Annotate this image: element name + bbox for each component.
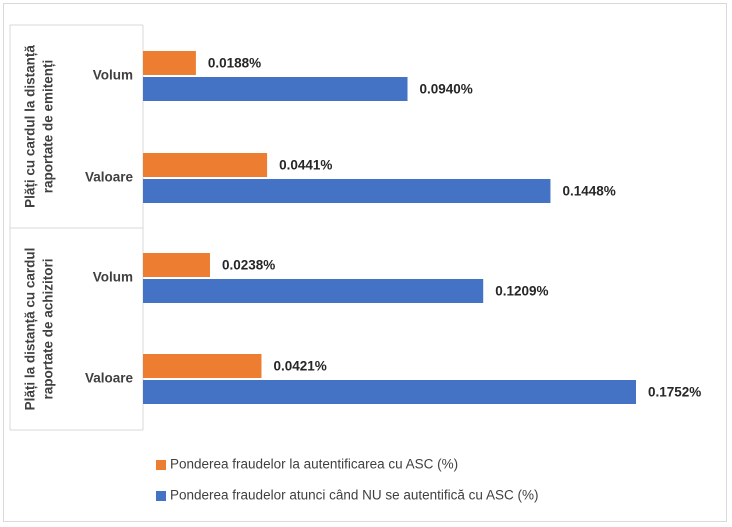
bar-chart: Plăți cu cardul la distanță raportate de … — [9, 24, 701, 503]
legend-label: Ponderea fraudelor atunci când NU se aut… — [170, 488, 538, 503]
bar-no-asc — [143, 380, 636, 404]
legend-label: Ponderea fraudelor la autentificarea cu … — [170, 457, 458, 472]
legend-swatch — [156, 460, 166, 470]
bar-no-asc — [143, 279, 484, 303]
data-label: 0.1448% — [562, 184, 615, 199]
category-label: Volum — [93, 270, 133, 285]
category-label: Volum — [93, 68, 133, 83]
legend-swatch — [156, 491, 166, 501]
data-label: 0.0188% — [208, 56, 261, 71]
group-label-line: Plăți cu cardul la distanță — [23, 45, 38, 208]
bar-asc — [143, 153, 268, 177]
data-label: 0.1209% — [495, 284, 548, 299]
bar-no-asc — [143, 77, 408, 101]
data-label: 0.0940% — [420, 82, 473, 97]
group-label-line: raportate de emitenți — [41, 60, 56, 194]
data-label: 0.0421% — [273, 359, 326, 374]
group-label-line: Plăți la distanță cu cardul — [23, 248, 38, 411]
bar-asc — [143, 354, 262, 378]
bar-asc — [143, 253, 210, 277]
bar-no-asc — [143, 179, 551, 203]
chart-frame: Plăți cu cardul la distanță raportate de … — [3, 3, 727, 522]
data-label: 0.0238% — [222, 258, 275, 273]
category-label: Valoare — [85, 170, 134, 185]
category-label: Valoare — [85, 371, 134, 386]
group-label-line: raportate de achizitori — [41, 258, 56, 399]
bar-asc — [143, 51, 196, 75]
data-label: 0.0441% — [279, 158, 332, 173]
data-label: 0.1752% — [648, 385, 701, 400]
